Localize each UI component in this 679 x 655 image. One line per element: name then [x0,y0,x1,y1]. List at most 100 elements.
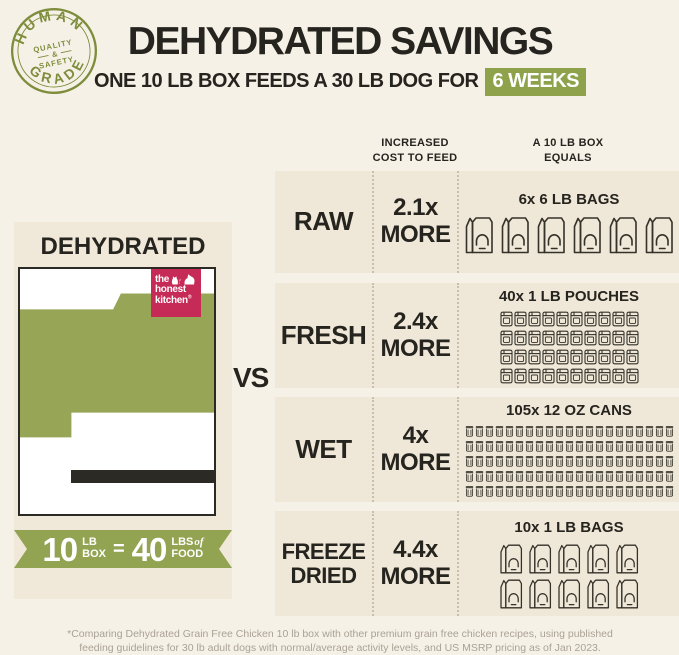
pouch-icon [500,349,513,365]
pouch-icon [570,349,583,365]
can-icon [655,425,664,437]
bag-icon [535,214,567,254]
column-header-cost: INCREASED COST TO FEED [372,137,458,164]
can-icon [515,440,524,452]
pouch-icon [612,368,625,384]
panel-title: DEHYDRATED [40,233,206,260]
logo-kitchen: kitchen [154,294,188,306]
pouch-icon [528,349,541,365]
ribbon-of-script: of [194,536,204,549]
can-icon [495,425,504,437]
pouch-icon [598,311,611,327]
header: DEHYDRATED SAVINGS ONE 10 LB BOX FEEDS A… [94,21,586,96]
subtitle-text: ONE 10 LB BOX FEEDS A 30 LB DOG FOR [94,70,479,93]
pouch-icon [542,349,555,365]
row-equals-raw: 6x 6 LB BAGS [457,171,679,273]
pouch-icon [514,311,527,327]
footnote: *Comparing Dehydrated Grain Free Chicken… [67,628,613,655]
bag-icon [643,214,675,254]
pouch-icon [626,368,639,384]
can-icon [615,440,624,452]
bag-icon-group [462,214,676,254]
can-icon [555,485,564,497]
can-icon [535,470,544,482]
badge-amp-text: & [51,49,59,59]
can-icon [465,440,474,452]
can-icon [615,485,624,497]
row-label-wet: WET [295,433,352,464]
pouch-icon [598,349,611,365]
can-icon [505,440,514,452]
logo-honest: honest [154,284,186,295]
pouch-icon-group [499,311,640,384]
can-icon [515,455,524,467]
can-icon [585,455,594,467]
can-icon [665,440,674,452]
pouch-icon [514,349,527,365]
can-icon [625,485,634,497]
bag-icon [571,214,603,254]
pouch-icon [542,368,555,384]
can-icon [465,485,474,497]
can-icon [495,455,504,467]
pouch-icon [500,368,513,384]
can-icon [475,470,484,482]
can-icon [565,425,574,437]
can-icon [535,455,544,467]
can-icon [655,485,664,497]
can-icon [595,470,604,482]
can-icon [485,425,494,437]
can-icon [645,440,654,452]
column-header-equals: A 10 LB BOX EQUALS [532,137,604,164]
can-icon [515,485,524,497]
can-icon [475,425,484,437]
box-black-bar [71,469,214,483]
row-cost-wet: 4x MORE [372,397,457,502]
can-icon [585,440,594,452]
can-icon [535,440,544,452]
can-icon [645,470,654,482]
can-icon-group [464,425,675,497]
can-icon [665,485,674,497]
can-icon [565,485,574,497]
can-icon [495,440,504,452]
bag-icon [498,577,524,609]
can-icon [575,455,584,467]
logo-registered-mark: ® [187,294,192,301]
can-icon [625,470,634,482]
pouch-icon [584,311,597,327]
can-icon [565,470,574,482]
can-icon [665,470,674,482]
can-icon [545,485,554,497]
ribbon-number-10: 10 [42,530,78,568]
can-icon [485,440,494,452]
pouch-icon [626,311,639,327]
bag-icon [527,542,553,574]
pouch-icon [570,330,583,346]
can-icon [545,440,554,452]
row-cost-fresh: 2.4x MORE [372,283,457,388]
can-icon [465,425,474,437]
pouch-icon [612,349,625,365]
pouch-icon [500,330,513,346]
can-icon [575,485,584,497]
can-icon [555,470,564,482]
can-icon [485,455,494,467]
table-row-freeze-dried: FREEZE DRIED 4.4x MORE 10x 1 LB BAGS [275,511,679,616]
can-icon [565,455,574,467]
can-icon [535,425,544,437]
pouch-icon [514,330,527,346]
can-icon [625,425,634,437]
pouch-icon [598,330,611,346]
can-icon [615,470,624,482]
can-icon [475,485,484,497]
pouch-icon [542,311,555,327]
can-icon [605,440,614,452]
pouch-icon [528,330,541,346]
can-icon [555,455,564,467]
can-icon [495,485,504,497]
can-icon [545,425,554,437]
can-icon [465,470,474,482]
can-icon [595,485,604,497]
